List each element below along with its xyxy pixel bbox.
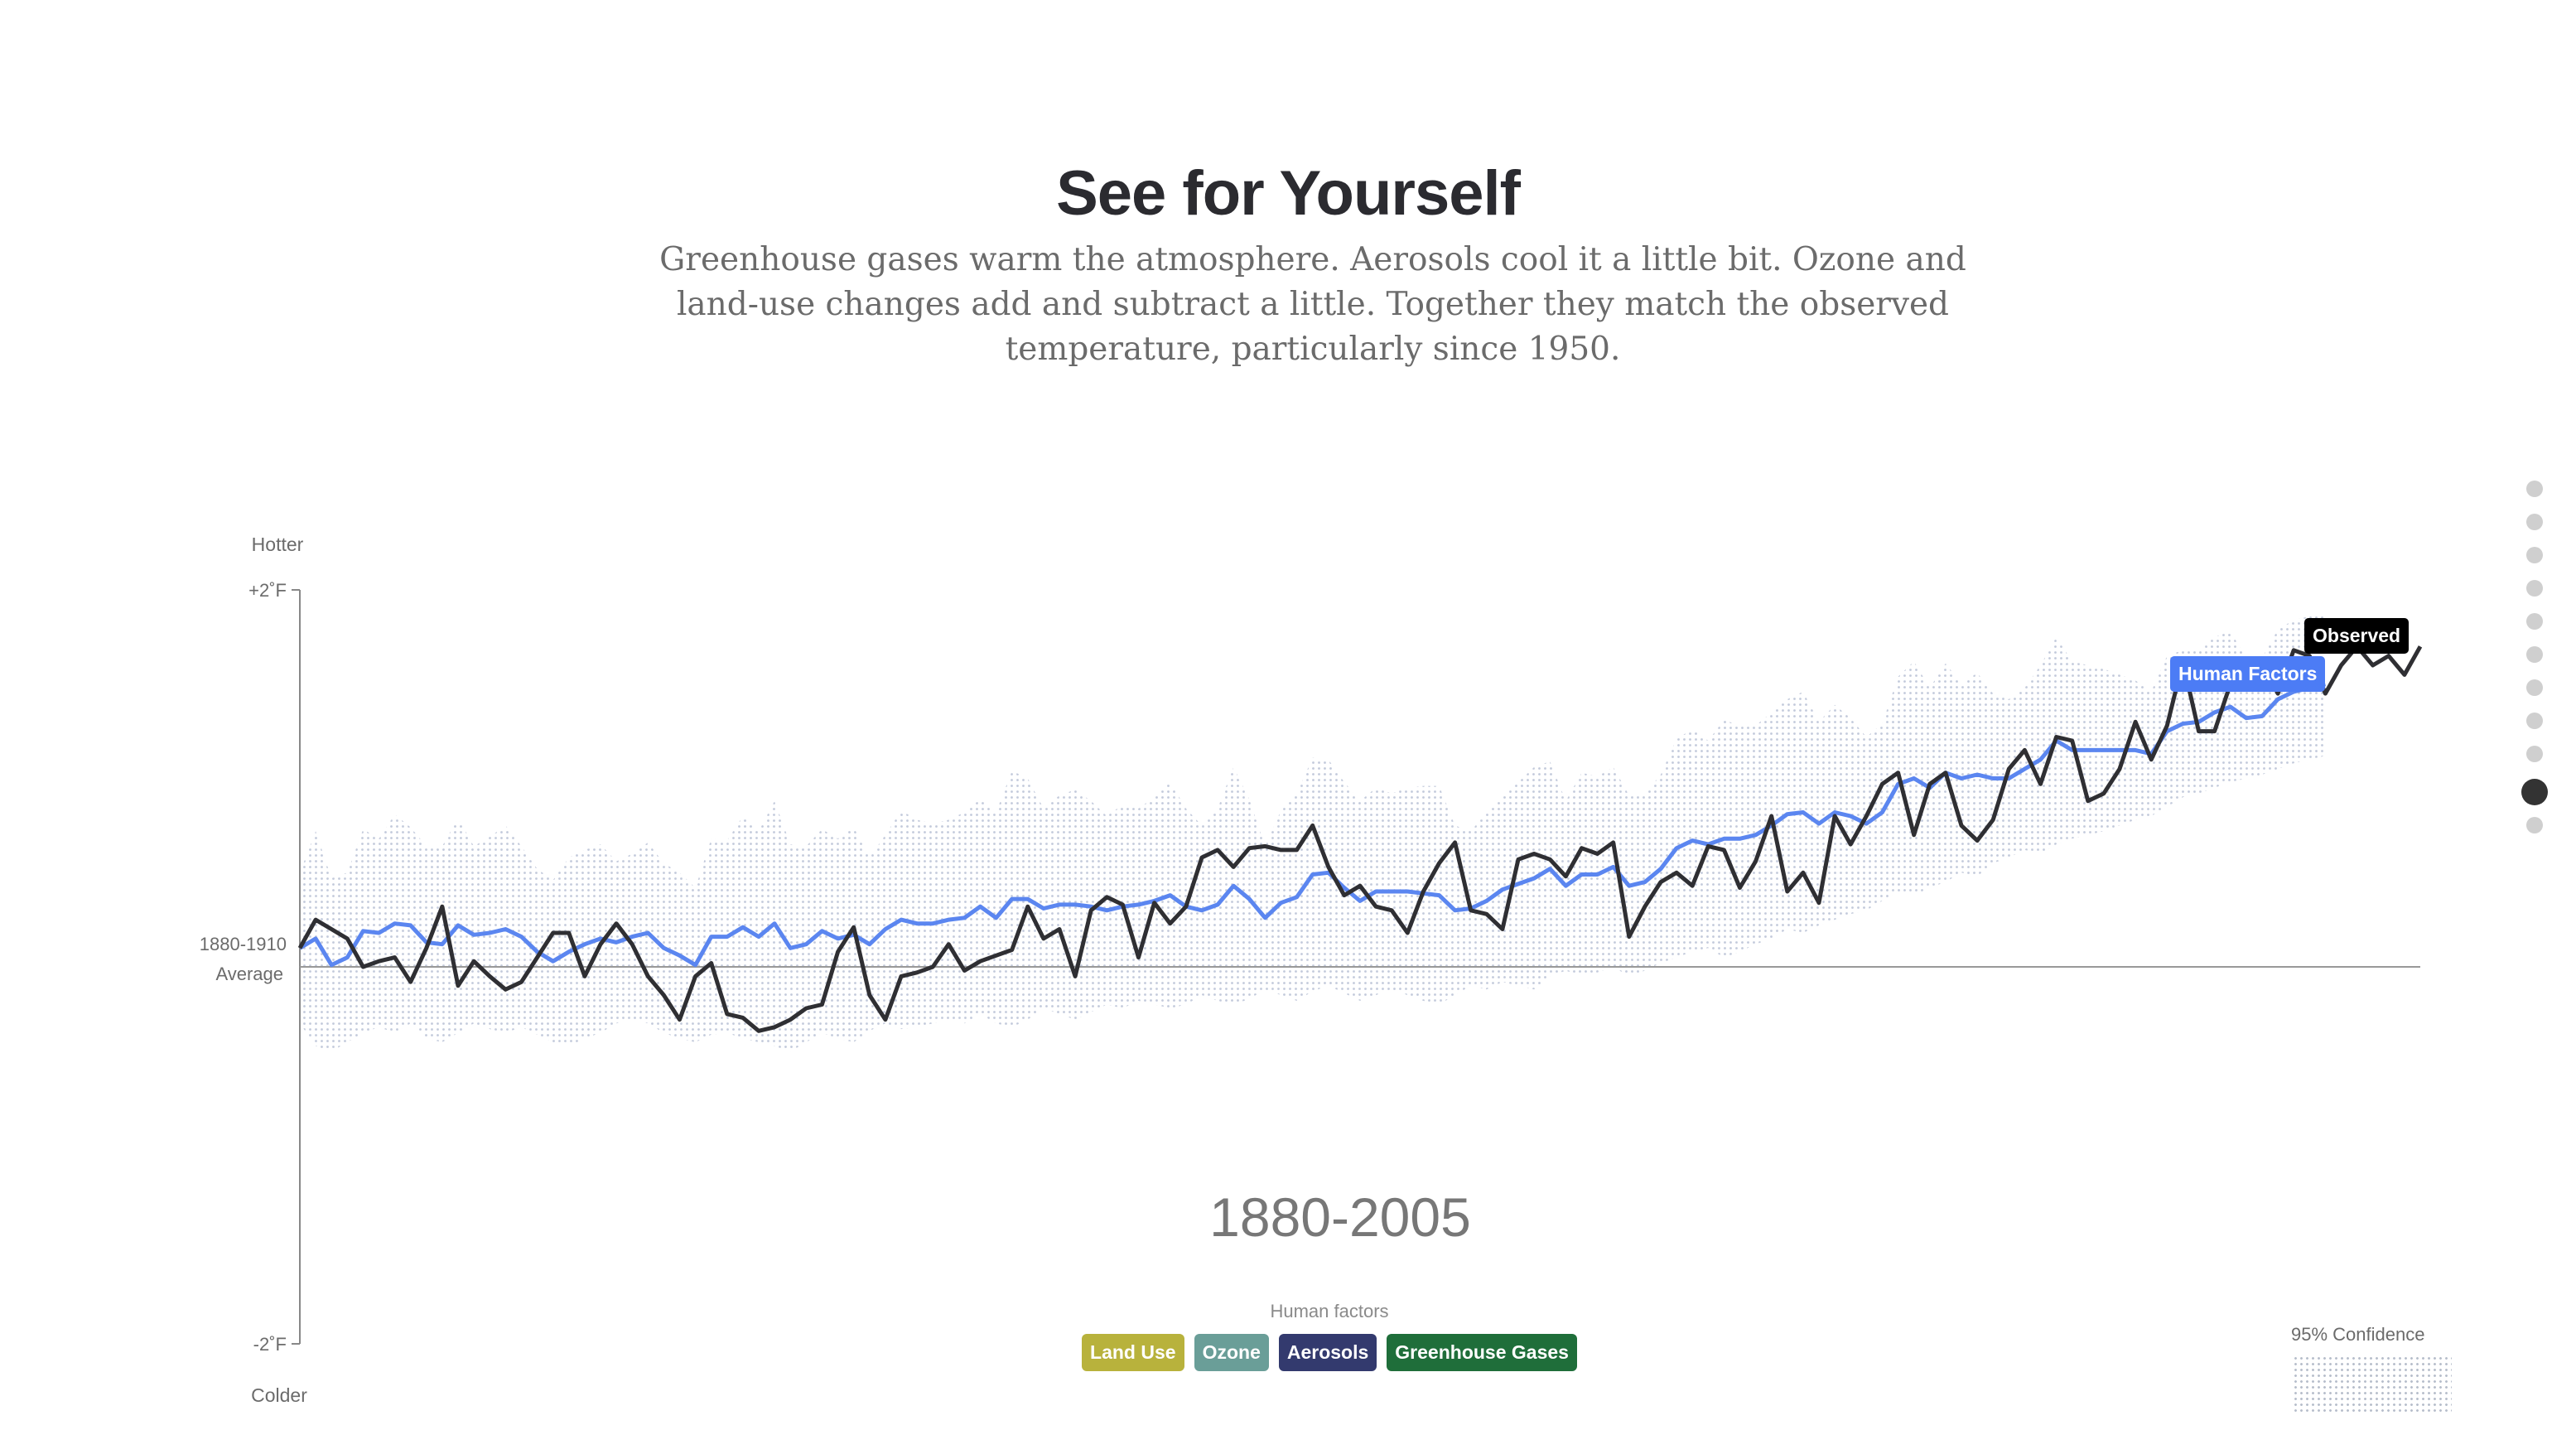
legend-buttons: Land Use Ozone Aerosols Greenhouse Gases xyxy=(1060,1334,1599,1371)
observed-callout: Observed xyxy=(2304,618,2410,654)
y-tick-label-minus-2: -2˚F xyxy=(253,1334,287,1355)
confidence-swatch xyxy=(2293,1355,2452,1415)
nav-dot[interactable] xyxy=(2526,817,2543,833)
confidence-band xyxy=(300,612,2326,1052)
nav-dot[interactable] xyxy=(2526,646,2543,663)
land-use-button[interactable]: Land Use xyxy=(1082,1334,1184,1371)
y-tick-label-plus-2: +2˚F xyxy=(248,580,287,601)
y-label-hotter: Hotter xyxy=(252,534,304,555)
human-factors-callout: Human Factors xyxy=(2170,656,2326,692)
nav-dot[interactable] xyxy=(2526,746,2543,762)
ozone-button[interactable]: Ozone xyxy=(1194,1334,1269,1371)
y-label-colder: Colder xyxy=(251,1384,307,1406)
period-label: 1880-2005 xyxy=(1209,1186,1471,1248)
series-line-human-factors xyxy=(298,682,2326,968)
y-tick-label-baseline-average: Average xyxy=(215,964,283,984)
nav-dot[interactable] xyxy=(2521,779,2548,805)
nav-dot[interactable] xyxy=(2526,514,2543,530)
confidence-label: 95% Confidence xyxy=(2291,1324,2425,1345)
series-line-observed xyxy=(297,644,2423,1033)
nav-dot[interactable] xyxy=(2526,547,2543,563)
greenhouse-gases-button[interactable]: Greenhouse Gases xyxy=(1387,1334,1577,1371)
nav-dot[interactable] xyxy=(2526,713,2543,729)
nav-dot[interactable] xyxy=(2526,580,2543,597)
nav-dot[interactable] xyxy=(2526,613,2543,630)
legend: Human factors Land Use Ozone Aerosols Gr… xyxy=(1060,1301,1599,1371)
legend-title: Human factors xyxy=(1270,1301,1389,1321)
nav-dot[interactable] xyxy=(2526,679,2543,696)
aerosols-button[interactable]: Aerosols xyxy=(1278,1334,1377,1371)
page-subtitle: Greenhouse gases warm the atmosphere. Ae… xyxy=(659,241,1966,368)
y-tick-label-baseline: 1880-1910 xyxy=(200,934,287,954)
nav-dot[interactable] xyxy=(2526,481,2543,497)
page-title: See for Yourself xyxy=(1056,158,1521,229)
